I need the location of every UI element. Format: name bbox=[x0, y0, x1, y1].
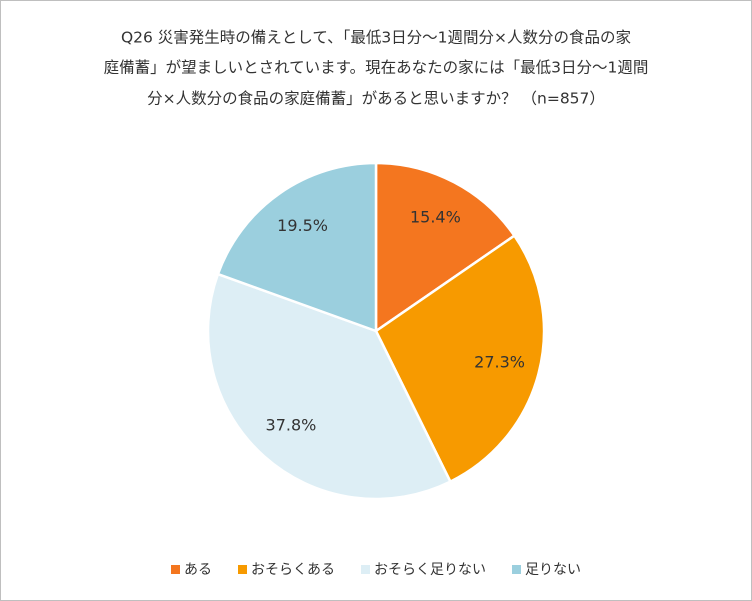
legend-swatch bbox=[171, 565, 180, 574]
legend-label: おそらくある bbox=[251, 562, 335, 578]
data-label: 15.4% bbox=[410, 207, 461, 226]
pie-slice bbox=[206, 272, 453, 501]
pie-slice bbox=[216, 161, 378, 333]
legend-swatch bbox=[238, 565, 247, 574]
legend-swatch bbox=[361, 565, 370, 574]
legend-label: ある bbox=[184, 562, 212, 578]
pie-slice bbox=[374, 161, 517, 334]
chart-title: 庭備蓄」が望ましいとされています。現在あなたの家には「最低3日分～1週間 bbox=[104, 59, 649, 77]
data-label: 37.8% bbox=[266, 416, 317, 435]
chart-title: 分×人数分の食品の家庭備蓄」があると思いますか？ （n=857） bbox=[147, 90, 605, 108]
pie-slice bbox=[374, 233, 546, 484]
legend-label: おそらく足りない bbox=[374, 562, 486, 578]
legend-label: 足りない bbox=[525, 562, 581, 578]
data-label: 27.3% bbox=[474, 353, 525, 372]
legend-swatch bbox=[512, 565, 521, 574]
chart-title: Q26 災害発生時の備えとして、「最低3日分～1週間分×人数分の食品の家 bbox=[121, 29, 631, 47]
data-label: 19.5% bbox=[277, 216, 328, 235]
